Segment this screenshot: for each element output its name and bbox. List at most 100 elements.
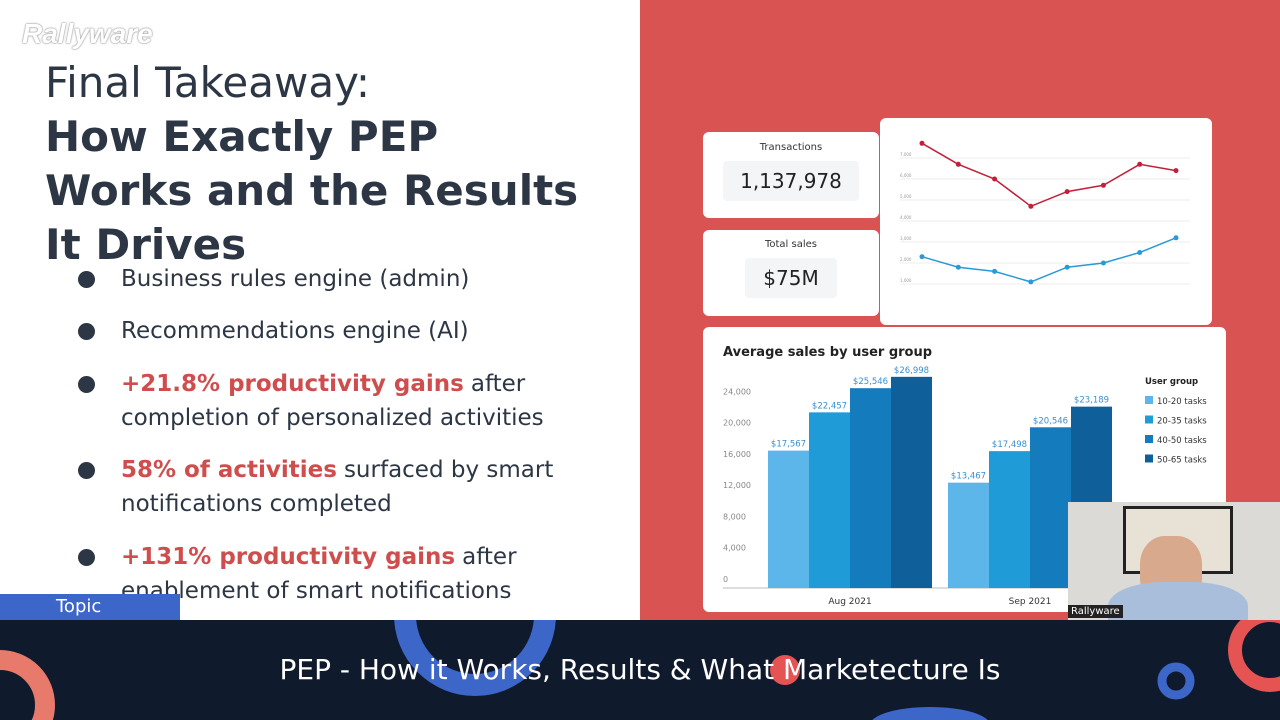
point [1173,235,1179,241]
value-label: $17,498 [992,440,1027,450]
point [1100,182,1106,188]
bullet: +21.8% productivity gains after completion… [78,367,544,435]
decor-ring [1157,662,1195,700]
line [921,237,1177,283]
bullet-text: surfaced by smart [343,457,554,483]
bullet-text: Business rules engine (admin) [121,266,470,292]
bar [989,451,1030,588]
legend-label: 50-65 tasks [1157,456,1207,466]
decor: PEP - How it Works, Results & What Marke… [0,620,1280,720]
y-tick-label: 5,000 [900,194,912,199]
legend-label: 20-35 tasks [1157,417,1207,427]
value-label: $25,546 [853,377,888,387]
point [1028,279,1034,285]
bullet-dot [78,271,95,288]
legend-swatch [1145,396,1153,404]
point [919,254,925,260]
slide-left: Rallyware Final Takeaway: How Exactly PE… [0,0,640,620]
point [955,161,961,167]
point [1028,203,1034,209]
legend-swatch [1145,415,1153,424]
bullet: Business rules engine (admin) [78,262,469,296]
webcam: Rallyware [1068,502,1280,620]
legend-swatch [1145,454,1153,463]
bar [850,388,891,588]
y-tick-label: 2,000 [900,257,912,262]
slide-title: Final Takeaway: How Exactly PEP Works an… [45,56,578,272]
kpi-value: $75M [745,258,837,298]
bullet-dot [78,549,95,566]
bullet-text: after [470,371,526,397]
y-tick-label: 6,000 [900,173,912,178]
transactions-card: Transactions 1,137,978 [703,132,879,218]
bullet: +131% productivity gains after enablement … [78,540,517,608]
bullet: 58% of activities surfaced by smart notifi… [78,453,553,521]
point [1064,189,1070,195]
decor-ring [1228,620,1280,692]
y-tick-label: 8,000 [723,512,746,521]
bullet-line: enablement of smart notifications [121,578,512,604]
legend-swatch [1145,435,1153,443]
bullet-line: +131% productivity gains after [121,540,517,574]
value-label: $17,567 [771,440,806,450]
decor-arc [872,707,988,720]
y-tick-label: 24,000 [723,387,751,396]
point [992,176,998,182]
bullet-text: Recommendations engine (AI) [121,318,469,344]
bullet-text: after [462,544,517,570]
bar [809,412,850,588]
title-bold: How Exactly PEP [45,112,439,161]
kpi-value: 1,137,978 [723,161,859,201]
line [921,142,1177,208]
point [1173,168,1179,174]
decor-ring [394,620,556,696]
point [1064,264,1070,270]
y-tick-label: 4,000 [900,215,912,220]
bullet-dot [78,323,95,340]
decor-ring [0,650,55,720]
y-tick-label: 16,000 [723,450,751,459]
title-bold: It Drives [45,220,247,269]
value-label: $26,998 [894,366,929,376]
x-tick-label: Aug 2021 [828,597,871,607]
point [955,264,961,270]
bullet-line: +21.8% productivity gains after [121,367,544,401]
bar [768,450,809,588]
bullet: Recommendations engine (AI) [78,314,469,348]
decor-dot [770,655,800,685]
bullet-dot [78,376,95,393]
kpi-label: Total sales [764,239,817,250]
y-tick-label: 3,000 [900,236,912,241]
value-label: $22,457 [812,401,847,411]
title-line: Final Takeaway: [45,58,371,107]
y-tick-label: 12,000 [723,481,751,490]
person [1108,582,1248,620]
bullet-line: Business rules engine (admin) [121,262,469,296]
y-tick-label: 1,000 [900,278,912,283]
point [1137,161,1143,167]
banner-text: PEP - How it Works, Results & What Marke… [280,653,1001,686]
title-bold: Works and the Results [45,166,579,215]
x-tick-label: Sep 2021 [1009,597,1052,607]
value-label: $20,546 [1033,416,1068,426]
kpi-label: Transactions [759,142,823,153]
bullet-line: Recommendations engine (AI) [121,314,469,348]
point [1100,260,1106,266]
point [919,140,925,146]
bullet-highlight: 58% of activities [121,457,337,483]
legend-label: 10-20 tasks [1157,397,1207,407]
bullet-highlight: +21.8% productivity gains [121,371,464,397]
bullet-highlight: +131% productivity gains [121,544,456,570]
bullet-line: 58% of activities surfaced by smart [121,453,553,487]
bullet-dot [78,462,95,479]
banner: PEP - How it Works, Results & What Marke… [0,620,1280,720]
legend-label: 40-50 tasks [1157,436,1207,446]
point [1137,250,1143,255]
legend-title: User group [1145,377,1198,387]
value-label: $13,467 [951,472,986,482]
point [992,268,998,274]
logo: Rallyware [22,18,153,49]
bar [948,482,989,588]
webcam-label: Rallyware [1068,605,1123,618]
